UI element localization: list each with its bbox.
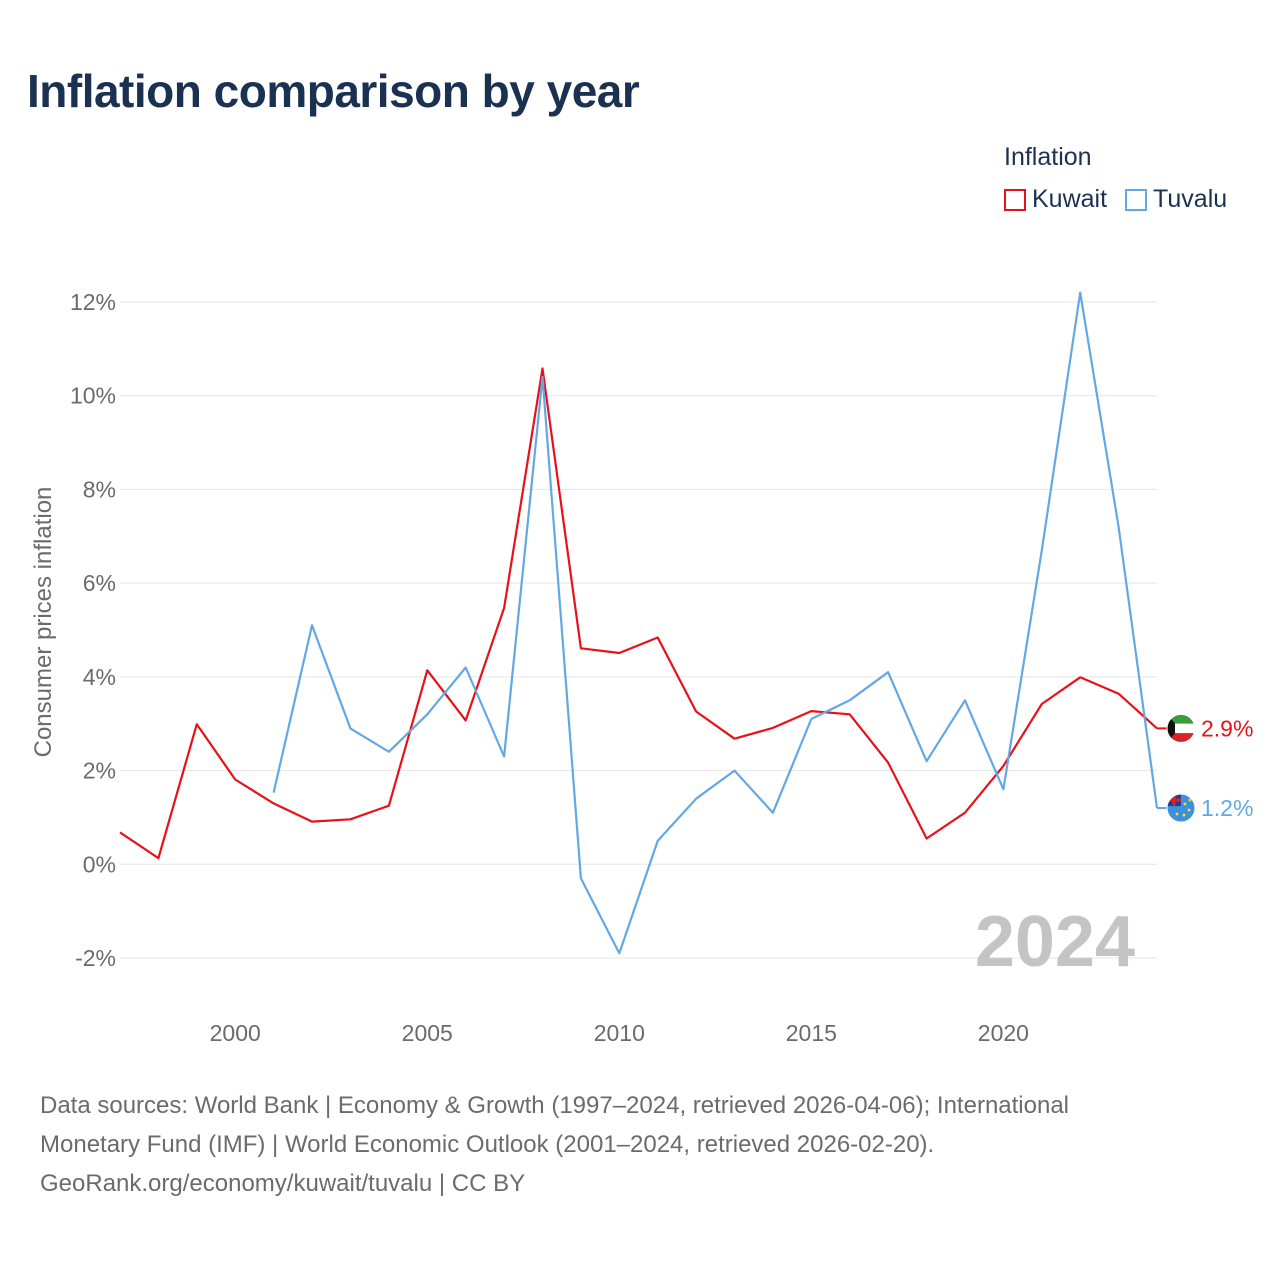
- end-value-label-kuwait: 2.9%: [1201, 715, 1253, 741]
- y-axis-ticks: -2% 0% 2% 4% 6% 8% 10% 12%: [70, 289, 116, 971]
- legend: Kuwait Tuvalu: [1004, 185, 1245, 214]
- x-tick-label: 2000: [210, 1020, 261, 1046]
- x-tick-label: 2020: [978, 1020, 1029, 1046]
- x-tick-label: 2005: [402, 1020, 453, 1046]
- legend-item-tuvalu[interactable]: Tuvalu: [1125, 185, 1227, 214]
- grid-lines: [120, 301, 1157, 959]
- line-chart: -2% 0% 2% 4% 6% 8% 10% 12% 2000 2005 2010 2015 2020…: [30, 289, 1253, 1046]
- series-lines: [119, 291, 1159, 955]
- series-line-tuvalu[interactable]: [272, 291, 1159, 955]
- flag-icon-kuwait: [1166, 713, 1196, 743]
- series-line-kuwait[interactable]: [119, 367, 1158, 860]
- y-tick-label: 12%: [70, 289, 116, 315]
- legend-swatch-tuvalu: [1125, 188, 1148, 211]
- footer-line-3[interactable]: GeoRank.org/economy/kuwait/tuvalu | CC B…: [40, 1170, 526, 1197]
- year-watermark: 2024: [975, 902, 1135, 982]
- legend-label-kuwait: Kuwait: [1032, 185, 1108, 213]
- legend-swatch-kuwait: [1004, 188, 1026, 211]
- legend-title: Inflation: [1004, 143, 1092, 171]
- y-tick-label: 6%: [83, 570, 116, 596]
- end-value-label-tuvalu: 1.2%: [1201, 795, 1253, 821]
- flag-icon-tuvalu: [1166, 793, 1196, 823]
- y-axis-label: Consumer prices inflation: [30, 487, 57, 758]
- x-tick-label: 2010: [594, 1020, 645, 1046]
- x-tick-label: 2015: [786, 1020, 837, 1046]
- footer-line-1: Data sources: World Bank | Economy & Gro…: [40, 1092, 1070, 1119]
- legend-item-kuwait[interactable]: Kuwait: [1004, 185, 1107, 214]
- chart-title: Inflation comparison by year: [27, 65, 640, 117]
- y-tick-label: 8%: [83, 476, 116, 502]
- y-tick-label: 4%: [83, 664, 116, 690]
- footer-line-2: Monetary Fund (IMF) | World Economic Out…: [40, 1131, 935, 1158]
- y-tick-label: 2%: [83, 758, 116, 784]
- y-tick-label: 0%: [83, 851, 116, 877]
- legend-label-tuvalu: Tuvalu: [1153, 185, 1228, 213]
- y-tick-label: -2%: [75, 945, 116, 971]
- series-end-markers: 2.9% 1.2%: [1157, 713, 1253, 823]
- y-tick-label: 10%: [70, 383, 116, 409]
- x-axis-ticks: 2000 2005 2010 2015 2020: [210, 1020, 1029, 1046]
- data-sources-footer: Data sources: World Bank | Economy & Gro…: [40, 1086, 1240, 1203]
